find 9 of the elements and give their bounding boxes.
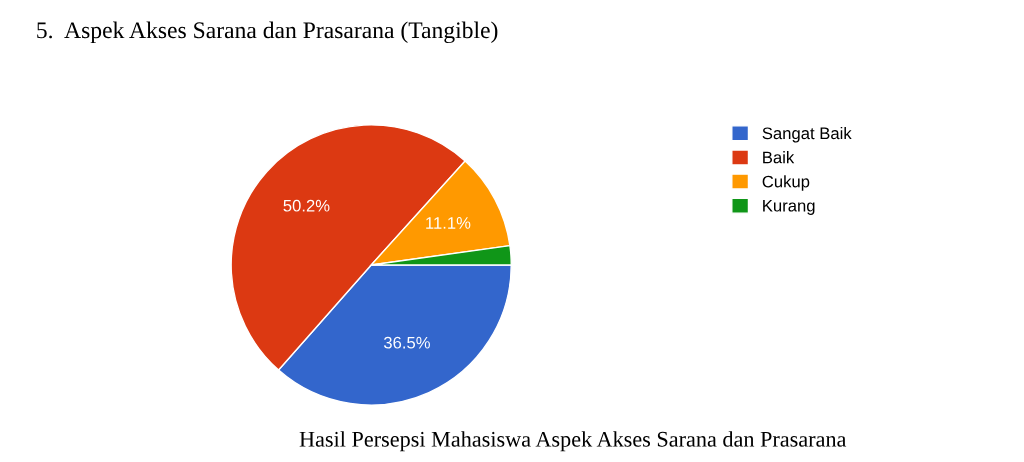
data-label: 11.1% — [426, 217, 471, 229]
text: Hasil Persepsi Mahasiswa Aspek Akses Sarana dan Prasarana — [299, 431, 847, 452]
chart-title: 5. Aspek Akses Sarana dan Prasarana (Tangible) — [37, 21, 498, 44]
legend-label: Sangat Baik — [762, 126, 852, 143]
legend-label: Baik — [763, 151, 795, 164]
data-label: 36.5% — [383, 336, 430, 349]
data-label: 50.2% — [283, 199, 330, 212]
legend-label: Cukup — [762, 175, 810, 191]
legend-label: Kurang — [763, 199, 815, 215]
